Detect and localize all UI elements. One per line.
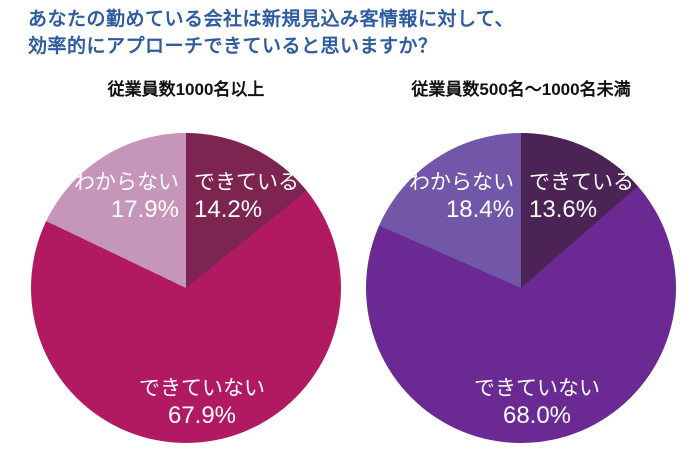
chart-employees-500-to-1000: 従業員数500名～1000名未満 わからない 18.4% できている 13.6%…: [366, 70, 676, 445]
chart-subtitle: 従業員数1000名以上: [107, 80, 265, 99]
slice-label-text: わからない: [74, 171, 179, 194]
slice-label-value: 13.6%: [529, 196, 598, 223]
slice-label-text: できている: [529, 171, 634, 194]
slice-label-dekiteiru: できている 14.2%: [194, 169, 299, 224]
chart-employees-1000-plus: 従業員数1000名以上 わからない 17.9% できている 14.2% できてい…: [31, 70, 341, 445]
page-title: あなたの勤めている会社は新規見込み客情報に対して、 効率的にアプローチできている…: [28, 6, 514, 60]
slice-label-dekiteinai: できていない 68.0%: [382, 375, 692, 430]
slice-label-text: できている: [194, 171, 299, 194]
page-title-line2: 効率的にアプローチできていると思いますか？: [28, 36, 438, 57]
slice-label-text: できていない: [139, 377, 265, 400]
slice-label-value: 14.2%: [194, 196, 263, 223]
slice-label-value: 17.9%: [110, 196, 179, 223]
slice-label-text: できていない: [474, 377, 600, 400]
slice-label-value: 67.9%: [167, 402, 237, 429]
chart-subtitle: 従業員数500名～1000名未満: [411, 80, 631, 99]
slice-label-wakaranai: わからない 17.9%: [74, 169, 179, 224]
page-title-line1: あなたの勤めている会社は新規見込み客情報に対して、: [28, 9, 514, 30]
slice-label-text: わからない: [409, 171, 514, 194]
pie-employees-500-to-1000: わからない 18.4% できている 13.6% できていない 68.0%: [366, 133, 676, 443]
slice-label-dekiteiru: できている 13.6%: [529, 169, 634, 224]
slice-label-value: 18.4%: [445, 196, 514, 223]
slice-label-wakaranai: わからない 18.4%: [409, 169, 514, 224]
slice-label-value: 68.0%: [502, 402, 572, 429]
slice-label-dekiteinai: できていない 67.9%: [47, 375, 357, 430]
pie-employees-1000-plus: わからない 17.9% できている 14.2% できていない 67.9%: [31, 133, 341, 443]
